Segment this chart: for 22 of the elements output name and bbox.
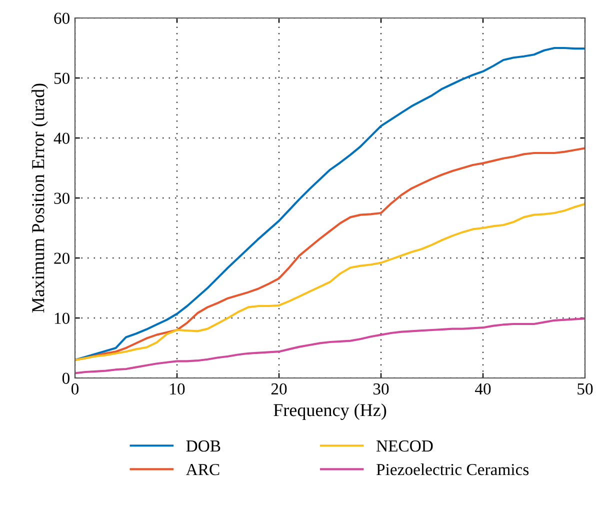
line-series [75, 318, 585, 374]
x-tick-label: 0 [71, 383, 79, 395]
legend-label: NECOD [376, 440, 433, 452]
y-tick-label: 10 [54, 312, 70, 324]
y-tick-label: 0 [62, 372, 70, 384]
x-tick-label: 40 [474, 383, 491, 395]
legend-label: Piezoelectric Ceramics [376, 463, 529, 476]
x-tick-label: 50 [578, 383, 593, 395]
y-tick-label: 40 [54, 132, 70, 144]
legend-label: ARC [186, 464, 220, 476]
y-tick-label: 30 [54, 192, 70, 204]
y-tick-label: 60 [54, 12, 70, 24]
x-tick-label: 20 [271, 383, 287, 395]
x-tick-label: 10 [170, 383, 185, 395]
legend-label: DOB [186, 440, 220, 452]
y-axis-title: Maximum Position Error (urad) [32, 84, 48, 313]
line-series [75, 46, 585, 362]
line-series [75, 202, 585, 362]
x-axis-title: Frequency (Hz) [274, 404, 386, 420]
x-tick-label: 30 [373, 383, 389, 395]
y-tick-label: 20 [54, 252, 70, 264]
y-tick-label: 50 [54, 72, 70, 84]
